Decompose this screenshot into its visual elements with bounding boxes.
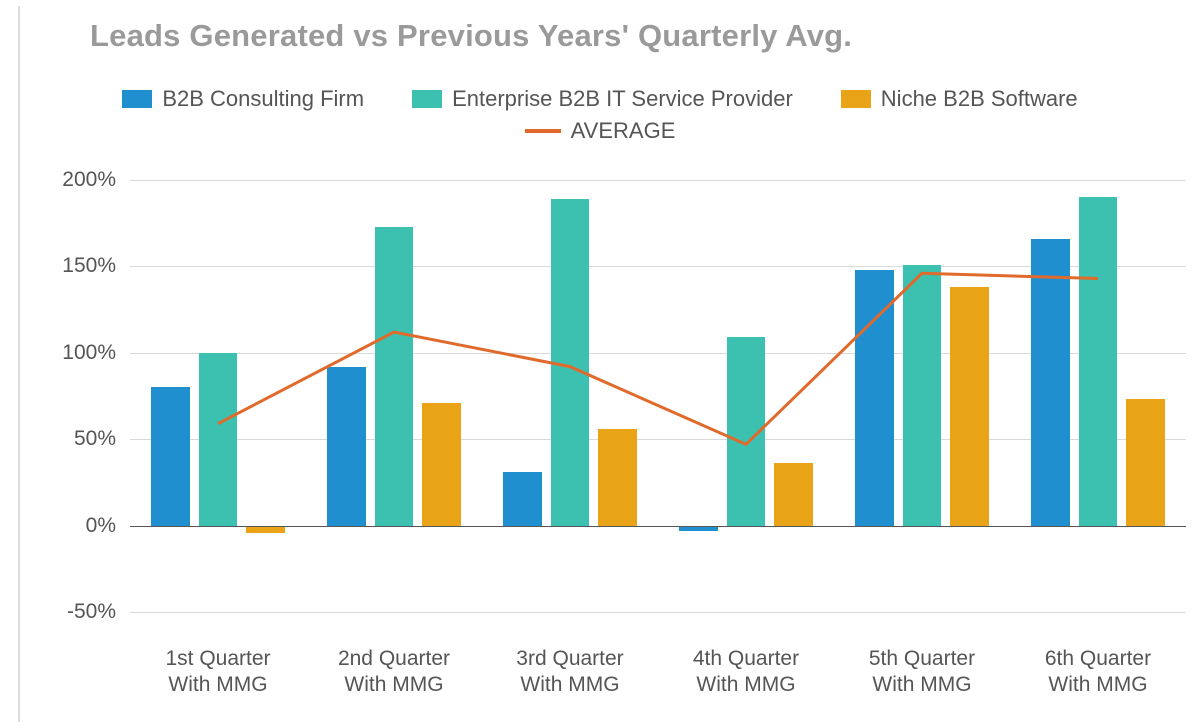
legend-swatch: [841, 90, 871, 108]
legend-item: Niche B2B Software: [841, 86, 1078, 112]
bar: [1126, 399, 1165, 525]
bar: [1079, 197, 1118, 525]
legend-row-2: AVERAGE: [525, 118, 676, 144]
y-tick-label: 100%: [62, 341, 130, 365]
legend-item: B2B Consulting Firm: [122, 86, 364, 112]
bar: [327, 367, 366, 526]
legend: B2B Consulting Firm Enterprise B2B IT Ser…: [0, 86, 1200, 144]
average-line: [130, 180, 1186, 612]
grid-line: [130, 180, 1186, 181]
bar: [422, 403, 461, 526]
bar: [199, 353, 238, 526]
plot-area: -50%0%50%100%150%200%: [130, 180, 1186, 612]
bar: [551, 199, 590, 526]
x-tick-label: 6th Quarter With MMG: [1010, 646, 1186, 699]
bar: [950, 287, 989, 525]
bar: [598, 429, 637, 526]
bar: [375, 227, 414, 526]
y-tick-label: 50%: [74, 427, 130, 451]
x-tick-label: 4th Quarter With MMG: [658, 646, 834, 699]
legend-label: Enterprise B2B IT Service Provider: [452, 86, 793, 112]
y-tick-label: 200%: [62, 168, 130, 192]
bar: [903, 265, 942, 526]
legend-row-1: B2B Consulting Firm Enterprise B2B IT Ser…: [122, 86, 1077, 112]
grid-line: [130, 612, 1186, 613]
bar: [1031, 239, 1070, 526]
bar: [246, 526, 285, 533]
bar: [727, 337, 766, 525]
chart-title: Leads Generated vs Previous Years' Quart…: [90, 18, 852, 54]
y-tick-label: 150%: [62, 254, 130, 278]
x-tick-label: 1st Quarter With MMG: [130, 646, 306, 699]
legend-label: AVERAGE: [571, 118, 676, 144]
x-tick-label: 3rd Quarter With MMG: [482, 646, 658, 699]
grid-line: [130, 439, 1186, 440]
zero-line: [130, 526, 1186, 527]
legend-item: AVERAGE: [525, 118, 676, 144]
x-tick-label: 2nd Quarter With MMG: [306, 646, 482, 699]
x-axis-labels: 1st Quarter With MMG2nd Quarter With MMG…: [130, 646, 1186, 699]
bar: [503, 472, 542, 526]
legend-label: Niche B2B Software: [881, 86, 1078, 112]
legend-swatch: [122, 90, 152, 108]
legend-label: B2B Consulting Firm: [162, 86, 364, 112]
legend-line-swatch: [525, 129, 561, 133]
y-tick-label: -50%: [67, 600, 130, 624]
bar: [855, 270, 894, 526]
legend-item: Enterprise B2B IT Service Provider: [412, 86, 793, 112]
grid-line: [130, 266, 1186, 267]
y-tick-label: 0%: [86, 514, 130, 538]
grid-line: [130, 353, 1186, 354]
bar: [774, 463, 813, 525]
legend-swatch: [412, 90, 442, 108]
bar: [151, 387, 190, 525]
x-tick-label: 5th Quarter With MMG: [834, 646, 1010, 699]
chart-container: Leads Generated vs Previous Years' Quart…: [0, 0, 1200, 728]
